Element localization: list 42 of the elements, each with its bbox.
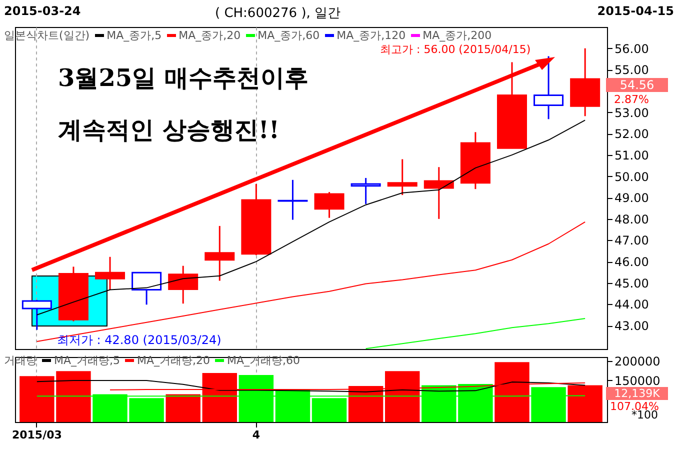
legend-label: MA_거래량,5 bbox=[54, 354, 120, 367]
y-tick-label: 52.00 bbox=[614, 127, 649, 142]
text: 54.56 bbox=[606, 78, 668, 92]
y-tick-label: 53.00 bbox=[614, 106, 649, 120]
candlestick bbox=[387, 158, 418, 196]
legend-label: MA_거래량,60 bbox=[227, 354, 300, 367]
legend-label: MA_종가,60 bbox=[258, 29, 320, 42]
annotation: 최고가 : 56.00 (2015/04/15) bbox=[380, 42, 531, 57]
annotation: 최저가 : 42.80 (2015/03/24) bbox=[56, 332, 222, 347]
line-series bbox=[36, 120, 586, 316]
legend-label: MA_거래량,20 bbox=[137, 354, 210, 367]
legend-label: MA_종가,5 bbox=[106, 29, 162, 42]
line-series bbox=[36, 380, 586, 392]
y-tick-label: 49.00 bbox=[614, 191, 649, 206]
legend-label: MA_종가,20 bbox=[178, 29, 241, 42]
y-tick-label: 200000 bbox=[614, 354, 660, 368]
y-tick-label: 150000 bbox=[614, 374, 660, 388]
candlestick bbox=[278, 179, 308, 221]
text: 2015-04-15 bbox=[597, 4, 674, 18]
x-tick-label: 4 bbox=[252, 428, 260, 442]
legend-label: MA_종가,120 bbox=[336, 29, 406, 42]
text: 2.87% bbox=[614, 93, 649, 106]
y-tick-label: 50.00 bbox=[614, 170, 649, 184]
annotation: 3월25일 매수추천이후 bbox=[58, 62, 308, 94]
text: 12,139K bbox=[606, 387, 668, 400]
candlestick bbox=[350, 177, 381, 205]
y-tick-label: 43.00 bbox=[614, 319, 649, 334]
y-tick-label: 46.00 bbox=[614, 255, 649, 270]
y-tick-label: 56.00 bbox=[614, 42, 649, 56]
y-tick-label: 55.00 bbox=[614, 63, 649, 78]
y-tick-label: 51.00 bbox=[614, 148, 649, 162]
legend-label: MA_종가,200 bbox=[422, 29, 492, 42]
text: 2015-03-24 bbox=[4, 4, 81, 18]
y-tick-label: 45.00 bbox=[614, 276, 649, 290]
y-tick-label: 44.00 bbox=[614, 298, 649, 312]
y-tick-label: 48.00 bbox=[614, 212, 649, 226]
y-tick-label: 47.00 bbox=[614, 234, 649, 248]
chart-title: ( CH:600276 ), 일간 bbox=[215, 5, 341, 22]
y-axis-title: *100 bbox=[632, 408, 658, 422]
x-tick-label: 2015/03 bbox=[12, 428, 62, 442]
annotation: 계속적인 상승행진!! bbox=[58, 114, 280, 146]
line-series bbox=[365, 318, 586, 349]
